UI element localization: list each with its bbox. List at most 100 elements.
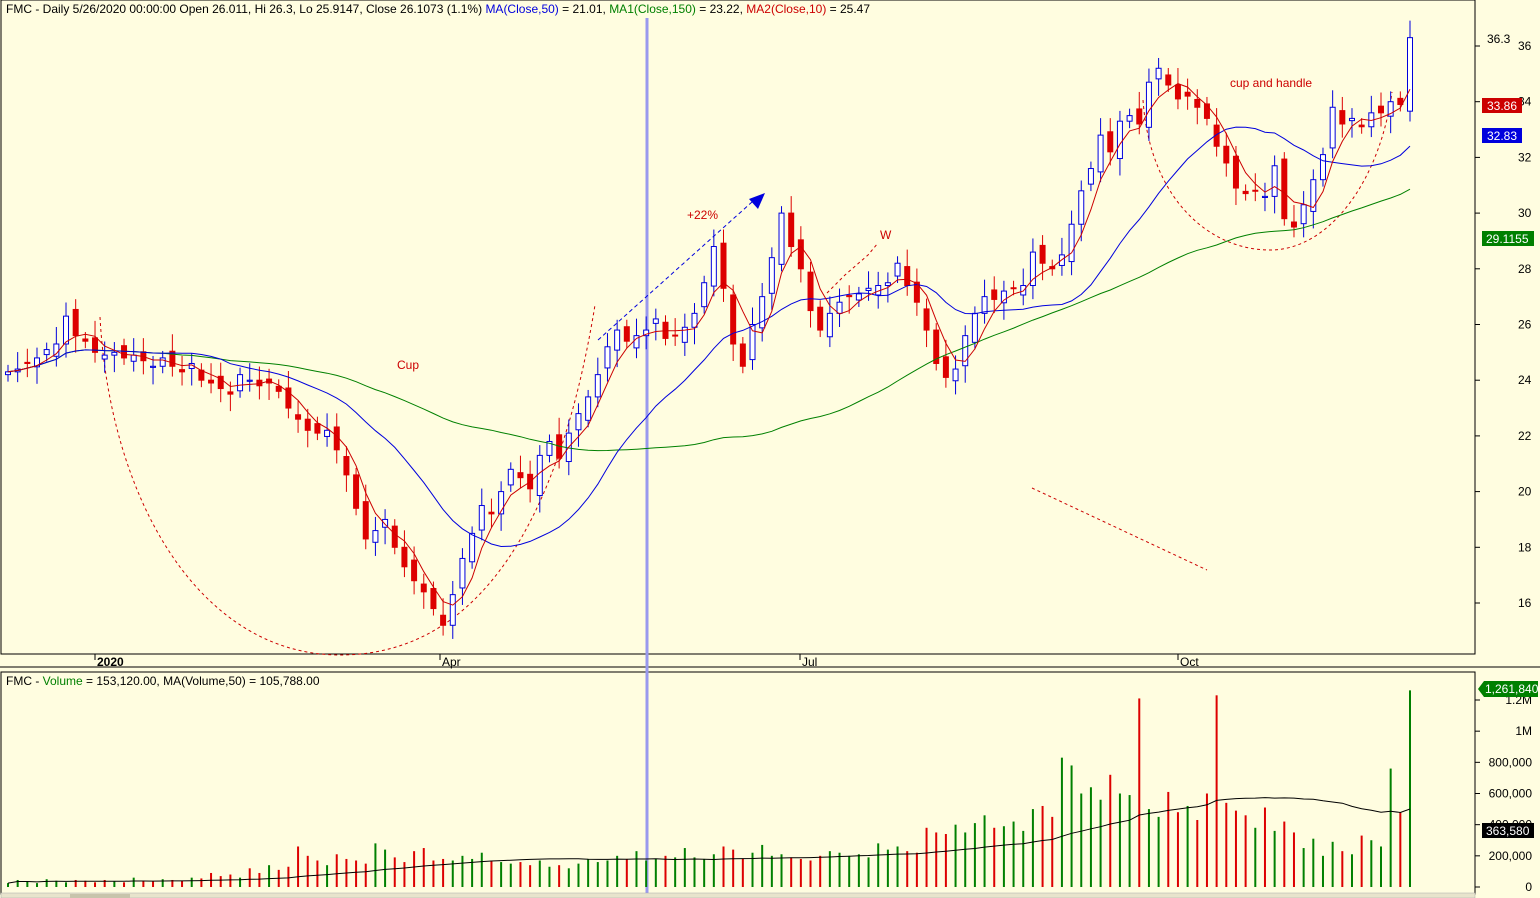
volume-bar [171, 879, 174, 887]
candle [942, 339, 949, 388]
candle [749, 307, 756, 370]
volume-bar [364, 863, 367, 887]
volume-bar [161, 879, 164, 887]
svg-text:29.1155: 29.1155 [1486, 232, 1529, 246]
volume-bar [983, 815, 986, 887]
candle [1020, 268, 1027, 306]
candle [391, 519, 398, 555]
volume-bar [799, 858, 802, 887]
volume-bar [1225, 802, 1228, 887]
volume-bar [1389, 768, 1392, 887]
candle [1107, 118, 1114, 166]
candle [208, 363, 215, 394]
volume-tick-4: 800,000 [1489, 755, 1533, 769]
price-header: FMC - Daily 5/26/2020 00:00:00 Open 26.0… [6, 2, 870, 16]
volume-header-text: = 153,120.00, MA(Volume,50) = 105,788.00 [82, 674, 320, 688]
volume-bar [248, 868, 251, 887]
candle [507, 462, 514, 492]
horizontal-scrollbar[interactable] [0, 892, 1476, 898]
candle [962, 325, 969, 383]
volume-bar [1041, 805, 1044, 887]
candle [372, 516, 379, 556]
candle [198, 363, 205, 388]
candle [150, 355, 157, 385]
volume-bar [886, 849, 889, 887]
volume-bar [529, 865, 532, 887]
volume-bar [1263, 807, 1266, 887]
candle [63, 302, 70, 358]
candle [295, 401, 302, 433]
candle [1116, 110, 1123, 176]
volume-bar [770, 855, 773, 887]
volume-bar [461, 855, 464, 887]
volume-bar [239, 877, 242, 887]
volume-ma-line [7, 797, 1411, 884]
candle [1271, 155, 1278, 214]
volume-bar [1409, 690, 1411, 887]
candle [1368, 95, 1375, 138]
volume-bar [1118, 793, 1121, 887]
candle [1223, 132, 1230, 177]
candle [652, 308, 659, 341]
volume-bar [413, 851, 416, 887]
candle [188, 353, 195, 386]
volume-bar [132, 877, 135, 887]
candle [623, 319, 630, 349]
candle [1300, 191, 1307, 238]
candle [1261, 182, 1268, 212]
volume-bar [84, 880, 87, 887]
candle [1029, 238, 1036, 300]
candle [720, 229, 727, 302]
candle [933, 323, 940, 371]
volume-bar [819, 855, 822, 887]
candle [420, 573, 427, 609]
volume-bar [268, 865, 271, 887]
volume-bar [1379, 846, 1382, 887]
candle [314, 416, 321, 441]
candle [614, 319, 621, 368]
candle [1339, 96, 1346, 138]
candle [382, 509, 389, 545]
volume-bar [200, 878, 203, 887]
candle [401, 530, 408, 578]
x-axis: 2020 Apr Jul Oct [94, 654, 1199, 669]
candle [991, 276, 998, 314]
volume-bar [393, 857, 396, 887]
volume-bar [567, 868, 570, 887]
candle [285, 371, 292, 419]
volume-bar [94, 882, 97, 887]
svg-text:363,580: 363,580 [1486, 824, 1530, 838]
volume-bar [538, 860, 541, 887]
ma50-value: = 21.01, [558, 2, 606, 16]
candle [1165, 68, 1172, 92]
volume-bar [36, 883, 39, 887]
candle [913, 268, 920, 316]
candle [536, 445, 543, 513]
volume-bar [219, 876, 222, 887]
volume-bar [471, 858, 474, 887]
candle [478, 488, 485, 541]
candle [237, 367, 244, 398]
candle [1252, 173, 1259, 202]
volume-bar [838, 852, 841, 887]
volume-bar [1022, 830, 1025, 887]
candle [1097, 118, 1104, 183]
candle [24, 348, 31, 378]
scrollbar-thumb[interactable] [70, 894, 130, 898]
candle [5, 364, 11, 382]
candle [53, 327, 60, 367]
volume-bar [993, 827, 996, 887]
volume-bar [480, 852, 483, 887]
volume-bar [422, 848, 425, 887]
price-tick-36: 36 [1518, 39, 1532, 53]
candle [275, 379, 282, 399]
volume-bar [403, 862, 406, 887]
candle [604, 333, 611, 382]
ma10-value: = 25.47 [826, 2, 871, 16]
candle [111, 342, 118, 373]
volume-bar [1370, 840, 1373, 887]
volume-bars-group [7, 690, 1411, 887]
badge-ma150: 29.1155 [1482, 231, 1534, 246]
